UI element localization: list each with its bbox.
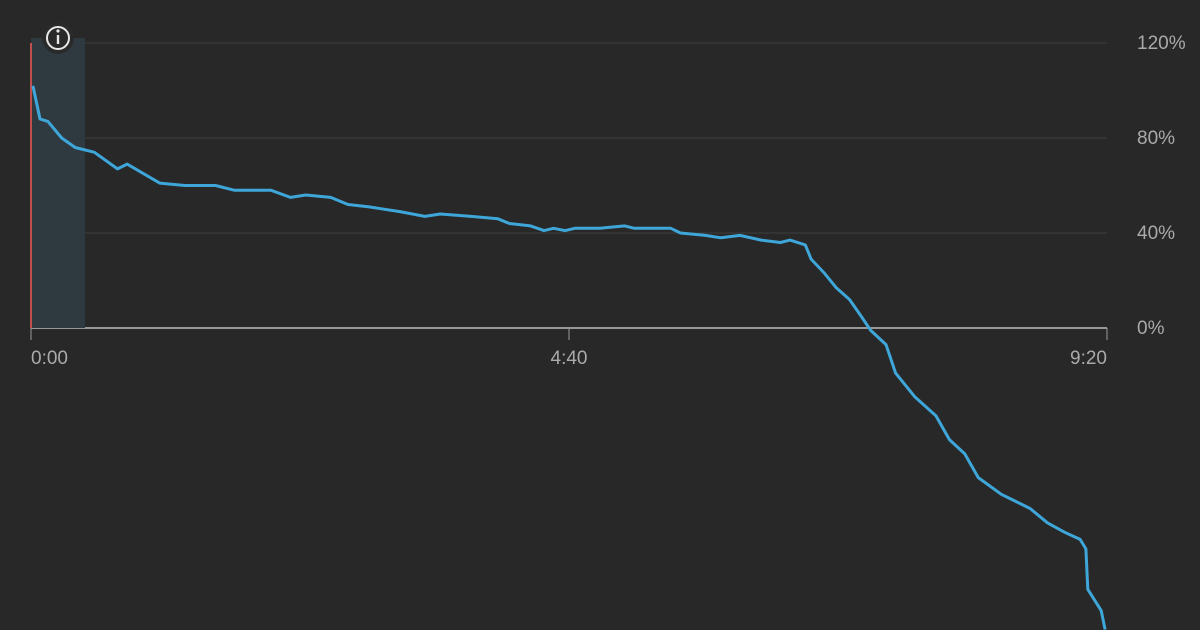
highlight-region (31, 38, 85, 328)
y-tick-label: 0% (1137, 318, 1165, 339)
x-tick-label: 4:40 (551, 348, 588, 369)
info-icon[interactable] (42, 22, 74, 54)
y-tick-label: 40% (1137, 223, 1175, 244)
x-tick-label: 0:00 (31, 348, 68, 369)
x-tick-label: 9:20 (1070, 348, 1107, 369)
retention-line (31, 85, 1107, 630)
y-tick-label: 120% (1137, 33, 1186, 54)
y-tick-label: 80% (1137, 128, 1175, 149)
